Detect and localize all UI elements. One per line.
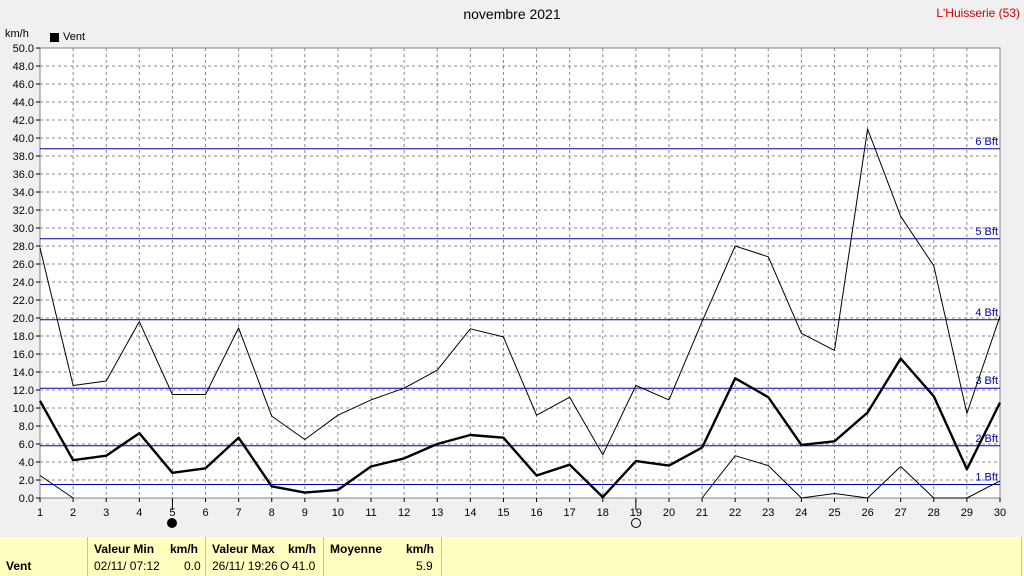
- y-tick-label: 30.0: [13, 223, 34, 235]
- legend-label: Vent: [63, 31, 86, 43]
- x-tick-label: 17: [564, 507, 576, 519]
- y-tick-label: 12.0: [13, 385, 34, 397]
- beaufort-label: 3 Bft: [975, 375, 998, 387]
- y-tick-label: 40.0: [13, 133, 34, 145]
- series-lines: [38, 128, 1002, 499]
- y-tick-label: 46.0: [13, 79, 34, 91]
- x-tick-label: 20: [663, 507, 675, 519]
- beaufort-label: 6 Bft: [975, 136, 998, 148]
- y-tick-label: 32.0: [13, 205, 34, 217]
- x-tick-label: 14: [464, 507, 476, 519]
- x-tick-label: 25: [828, 507, 840, 519]
- x-tick-label: 3: [103, 507, 109, 519]
- x-tick-label: 30: [994, 507, 1006, 519]
- new-moon-icon: [630, 518, 641, 528]
- footer-min-cell: Valeur Min km/h 02/11/ 07:12 0.0: [88, 537, 206, 576]
- x-tick-label: 29: [961, 507, 973, 519]
- y-tick-label: 42.0: [13, 115, 34, 127]
- legend-swatch: [50, 32, 59, 42]
- max-direction: O: [280, 559, 290, 573]
- y-tick-label: 4.0: [19, 457, 34, 469]
- x-tick-label: 18: [597, 507, 609, 519]
- y-tick-label: 10.0: [13, 403, 34, 415]
- x-tick-label: 27: [895, 507, 907, 519]
- x-tick-label: 15: [497, 507, 509, 519]
- x-tick-label: 8: [269, 507, 275, 519]
- series-line-min: [39, 475, 74, 499]
- x-tick-label: 13: [431, 507, 443, 519]
- y-tick-label: 6.0: [19, 439, 34, 451]
- footer-row-label-cell: Vent: [0, 537, 88, 576]
- y-tick-label: 36.0: [13, 169, 34, 181]
- y-tick-label: 20.0: [13, 313, 34, 325]
- y-tick-label: 34.0: [13, 187, 34, 199]
- x-tick-label: 12: [398, 507, 410, 519]
- summary-footer: Vent Valeur Min km/h 02/11/ 07:12 0.0 Va…: [0, 537, 1024, 576]
- min-value: 0.0: [184, 559, 201, 573]
- x-tick-label: 2: [70, 507, 76, 519]
- y-tick-label: 8.0: [19, 421, 34, 433]
- plot-area: [39, 47, 1001, 499]
- grid: [40, 48, 1000, 498]
- y-tick-label: 22.0: [13, 295, 34, 307]
- y-axis: 0.0 2.0 4.0 6.0 8.0 10.0 12.0 14.0 16.0 18.0 20.0 2…: [13, 43, 40, 505]
- x-tick-label: 28: [928, 507, 940, 519]
- x-tick-label: 9: [302, 507, 308, 519]
- beaufort-label: 4 Bft: [975, 307, 998, 319]
- series-line-min: [701, 455, 1001, 499]
- footer-avg-cell: Moyenne km/h 5.9: [324, 537, 442, 576]
- x-tick-label: 11: [365, 507, 376, 519]
- max-date: 26/11/ 19:26: [212, 559, 278, 573]
- x-tick-label: 16: [530, 507, 542, 519]
- x-tick-label: 19: [630, 507, 642, 519]
- full-moon-icon: [167, 518, 178, 528]
- max-unit: km/h: [288, 542, 317, 556]
- y-tick-label: 2.0: [19, 475, 34, 487]
- y-tick-label: 26.0: [13, 259, 34, 271]
- avg-unit: km/h: [406, 542, 435, 556]
- footer-max-cell: Valeur Max km/h 26/11/ 19:26 O 41.0: [206, 537, 324, 576]
- x-tick-label: 6: [202, 507, 208, 519]
- x-tick-label: 24: [795, 507, 807, 519]
- y-tick-label: 18.0: [13, 331, 34, 343]
- y-tick-label: 16.0: [13, 349, 34, 361]
- beaufort-label: 1 Bft: [975, 472, 998, 484]
- y-tick-label: 0.0: [19, 493, 34, 505]
- y-tick-label: 24.0: [13, 277, 34, 289]
- beaufort-label: 5 Bft: [975, 226, 998, 238]
- station-name: L'Huisserie (53): [936, 6, 1020, 20]
- x-tick-label: 5: [169, 507, 175, 519]
- x-tick-label: 7: [236, 507, 242, 519]
- avg-value: 5.9: [416, 559, 433, 573]
- y-tick-label: 50.0: [13, 43, 34, 55]
- footer-empty-cell: [442, 537, 1022, 576]
- x-tick-label: 10: [332, 507, 344, 519]
- legend: Vent: [50, 31, 85, 43]
- series-line-mean: [38, 357, 1002, 499]
- x-tick-label: 22: [729, 507, 741, 519]
- y-tick-label: 14.0: [13, 367, 34, 379]
- x-tick-label: 26: [861, 507, 873, 519]
- x-tick-label: 1: [37, 507, 43, 519]
- y-tick-label: 48.0: [13, 61, 34, 73]
- series-line-max: [39, 128, 1001, 456]
- y-tick-label: 44.0: [13, 97, 34, 109]
- y-tick-label: 28.0: [13, 241, 34, 253]
- min-unit: km/h: [170, 542, 199, 556]
- avg-header: Moyenne: [330, 542, 383, 556]
- x-tick-label: 21: [696, 507, 708, 519]
- min-date: 02/11/ 07:12: [94, 559, 160, 573]
- max-header: Valeur Max: [212, 542, 275, 556]
- y-tick-label: 38.0: [13, 151, 34, 163]
- chart-title: novembre 2021: [463, 6, 561, 22]
- x-axis: 1 2 3 4 5 6 7 8 9 10 11 12 13 14 15 16 17 18 19 20 21 22 23 24 2…: [37, 498, 1006, 519]
- footer-row-label: Vent: [6, 559, 32, 573]
- x-tick-label: 4: [136, 507, 142, 519]
- min-header: Valeur Min: [94, 542, 155, 556]
- max-value: 41.0: [292, 559, 316, 573]
- x-tick-label: 23: [762, 507, 774, 519]
- y-axis-unit: km/h: [5, 28, 29, 40]
